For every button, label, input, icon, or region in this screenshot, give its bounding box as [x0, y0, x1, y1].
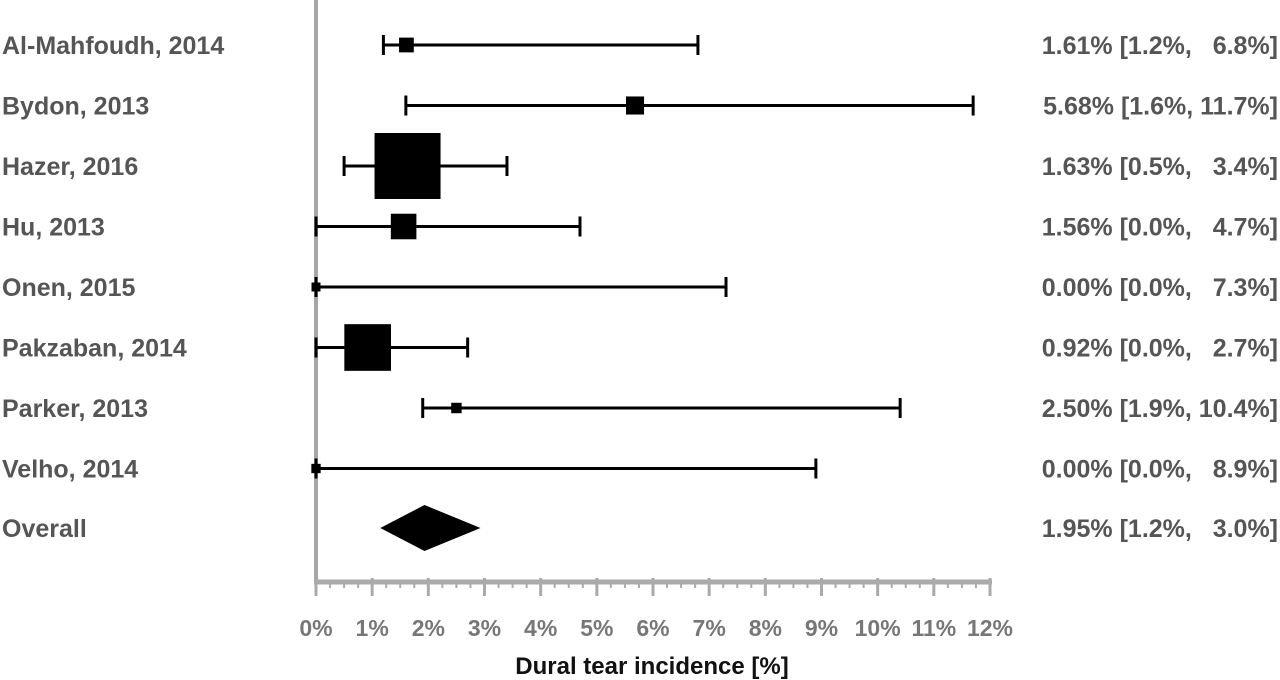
point-estimate-marker [344, 324, 392, 371]
point-estimate-marker [311, 282, 321, 292]
ci-text: 0.92% [0.0%, 2.7%] [1042, 335, 1278, 363]
ci-text: 0.00% [0.0%, 8.9%] [1042, 456, 1278, 484]
x-tick-label: 2% [412, 615, 445, 641]
point-estimate-marker [399, 37, 414, 53]
x-tick-label: 10% [855, 615, 901, 641]
study-row: Al-Mahfoudh, 2014 1.61% [1.2%, 6.8%] [2, 32, 1278, 60]
study-rows: Al-Mahfoudh, 2014 1.61% [1.2%, 6.8%] Bydon… [2, 32, 1278, 484]
point-estimate-marker [451, 402, 462, 414]
study-label: Hu, 2013 [2, 214, 105, 242]
ci-text: 1.56% [0.0%, 4.7%] [1042, 214, 1278, 242]
x-axis: 0% 1% 2% 3% 4% 5% 6% 7% 8% 9% 10% 11% 12% [299, 578, 1013, 641]
study-row: Velho, 2014 0.00% [0.0%, 8.9%] [2, 456, 1278, 484]
ci-text: 2.50% [1.9%, 10.4%] [1042, 395, 1278, 423]
point-estimate-marker [311, 463, 321, 474]
ci-text: 1.63% [0.5%, 3.4%] [1042, 153, 1278, 181]
overall-diamond [380, 505, 481, 551]
study-label: Onen, 2015 [2, 274, 135, 302]
ci-text: 0.00% [0.0%, 7.3%] [1042, 274, 1278, 302]
study-row: Bydon, 2013 5.68% [1.6%, 11.7%] [2, 93, 1278, 121]
point-estimate-marker [390, 213, 417, 240]
x-tick-label: 3% [468, 615, 501, 641]
study-row: Pakzaban, 2014 0.92% [0.0%, 2.7%] [2, 324, 1278, 371]
overall-ci-text: 1.95% [1.2%, 3.0%] [1042, 515, 1278, 543]
study-label: Velho, 2014 [2, 456, 138, 484]
x-tick-label: 0% [299, 615, 332, 641]
point-estimate-marker [625, 96, 645, 115]
study-row: Parker, 2013 2.50% [1.9%, 10.4%] [2, 395, 1278, 423]
x-tick-label: 1% [356, 615, 389, 641]
ci-text: 5.68% [1.6%, 11.7%] [1043, 93, 1278, 121]
study-label: Pakzaban, 2014 [2, 335, 187, 363]
overall-label: Overall [2, 515, 87, 543]
point-estimate-marker [374, 133, 441, 199]
x-tick-label: 8% [749, 615, 782, 641]
study-label: Al-Mahfoudh, 2014 [2, 32, 224, 60]
study-label: Parker, 2013 [2, 395, 148, 423]
overall-row: Overall 1.95% [1.2%, 3.0%] [2, 505, 1278, 551]
study-row: Hazer, 2016 1.63% [0.5%, 3.4%] [2, 133, 1278, 199]
study-label: Bydon, 2013 [2, 93, 149, 121]
ci-text: 1.61% [1.2%, 6.8%] [1042, 32, 1278, 60]
x-tick-label: 4% [524, 615, 557, 641]
study-row: Onen, 2015 0.00% [0.0%, 7.3%] [2, 274, 1278, 302]
x-tick-label: 9% [805, 615, 838, 641]
study-label: Hazer, 2016 [2, 153, 138, 181]
x-tick-label: 6% [636, 615, 669, 641]
x-tick-label: 12% [967, 615, 1013, 641]
x-axis-title: Dural tear incidence [%] [515, 653, 788, 680]
study-row: Hu, 2013 1.56% [0.0%, 4.7%] [2, 214, 1278, 242]
x-tick-label: 7% [693, 615, 726, 641]
x-tick-label: 5% [580, 615, 613, 641]
x-tick-label: 11% [911, 615, 956, 641]
